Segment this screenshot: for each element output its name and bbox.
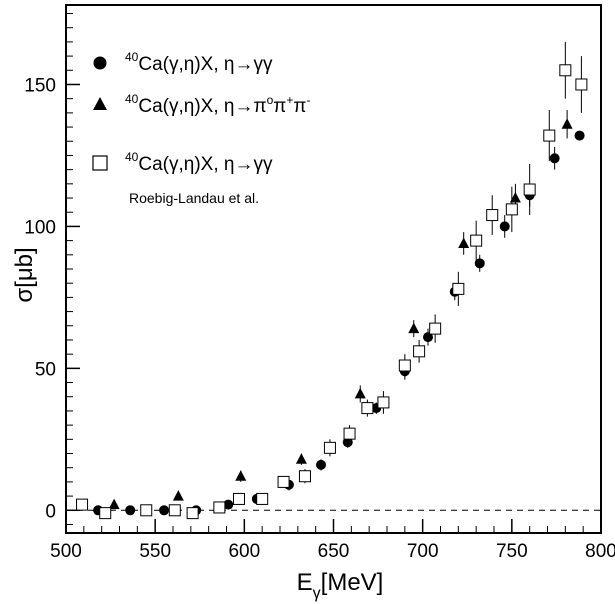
data-marks xyxy=(76,41,588,520)
data-point-square xyxy=(377,396,390,409)
data-point-triangle xyxy=(108,498,120,510)
data-point-circle xyxy=(549,153,560,164)
y-axis-label: σ[μb] xyxy=(11,247,38,302)
data-point-circle xyxy=(423,332,434,343)
legend-marker-triangle xyxy=(93,97,107,110)
data-point-square xyxy=(543,129,556,142)
y-tick-label: 50 xyxy=(35,359,56,380)
data-point-square xyxy=(559,64,572,77)
data-point-triangle xyxy=(295,453,307,464)
data-point-square xyxy=(232,492,245,505)
x-tick-label: 500 xyxy=(50,541,82,562)
x-tick-label: 650 xyxy=(318,541,350,562)
x-tick-label: 700 xyxy=(407,541,439,562)
legend: 40Ca(γ,η)X, η→γγ 40Ca(γ,η)X, η→πoπ+π- 40… xyxy=(92,50,310,206)
data-point-triangle xyxy=(509,192,521,203)
data-point-square xyxy=(523,183,536,196)
data-point-square xyxy=(140,504,153,517)
data-point-square xyxy=(99,507,112,520)
legend-label-1: 40Ca(γ,η)X, η→γγ xyxy=(125,50,273,75)
data-point-circle xyxy=(499,221,510,232)
data-point-square xyxy=(186,507,199,520)
data-point-triangle xyxy=(235,470,247,481)
data-point-square xyxy=(575,78,588,91)
data-point-square xyxy=(486,209,499,222)
x-axis-label: Eγ[MeV] xyxy=(297,569,384,602)
data-point-circle xyxy=(474,258,485,269)
x-tick-label: 600 xyxy=(228,541,260,562)
data-point-square xyxy=(277,475,290,488)
y-tick-label: 100 xyxy=(24,217,56,238)
legend-marker-circle xyxy=(93,56,107,70)
data-point-circle xyxy=(125,505,136,516)
data-point-square xyxy=(343,427,356,440)
data-point-triangle xyxy=(408,322,420,334)
y-tick-label: 0 xyxy=(45,501,56,522)
x-tick-label: 550 xyxy=(139,541,171,562)
y-tick-label: 150 xyxy=(24,75,56,96)
data-point-square xyxy=(323,441,336,454)
data-point-square xyxy=(76,498,89,511)
legend-marker-square xyxy=(92,155,108,171)
data-point-circle xyxy=(159,505,170,516)
data-point-square xyxy=(256,492,269,505)
data-point-square xyxy=(413,345,426,358)
data-point-circle xyxy=(574,130,585,141)
x-tick-label: 800 xyxy=(585,541,615,562)
data-point-square xyxy=(452,282,465,295)
legend-label-3: 40Ca(γ,η)X, η→γγ xyxy=(125,150,273,175)
data-point-circle xyxy=(342,437,353,448)
data-point-circle xyxy=(316,459,327,470)
data-point-square xyxy=(429,322,442,335)
data-point-square xyxy=(470,234,483,247)
data-point-square xyxy=(213,501,226,514)
legend-label-2: 40Ca(γ,η)X, η→πoπ+π- xyxy=(125,92,310,117)
data-point-square xyxy=(361,402,374,415)
data-point-triangle xyxy=(458,237,470,248)
axis-ticks: 500 550 600 650 700 750 800 0 50 100 150 xyxy=(24,13,615,562)
data-point-triangle xyxy=(561,118,573,129)
legend-note: Roebig-Landau et al. xyxy=(129,190,259,206)
data-point-triangle xyxy=(354,387,366,399)
data-point-square xyxy=(505,203,518,216)
x-tick-label: 750 xyxy=(496,541,528,562)
data-point-triangle xyxy=(172,490,184,501)
data-point-square xyxy=(168,504,181,517)
data-point-square xyxy=(298,470,311,483)
data-point-square xyxy=(398,359,411,372)
data-point-circle xyxy=(223,499,234,510)
